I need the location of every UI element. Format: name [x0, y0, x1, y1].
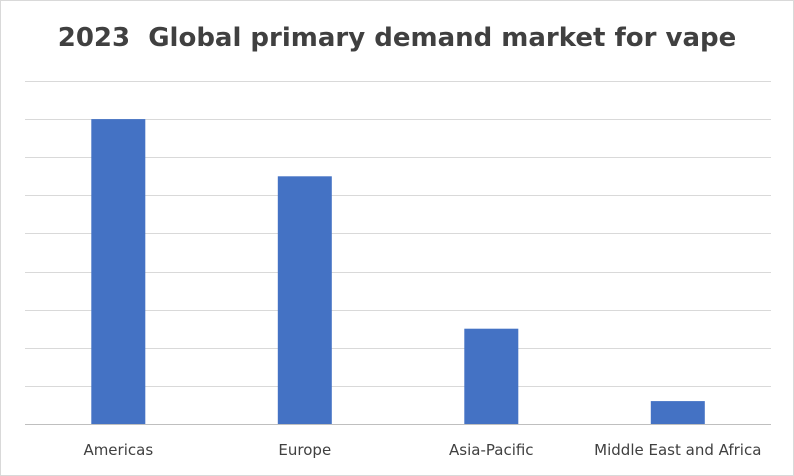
x-tick-label: Middle East and Africa	[594, 441, 761, 459]
bar-asia-pacific	[464, 328, 519, 424]
bar-americas	[91, 119, 146, 424]
x-tick-label: Europe	[278, 441, 331, 459]
bar-europe	[277, 176, 332, 424]
x-tick-label: Americas	[83, 441, 153, 459]
chart-title: 2023 Global primary demand market for va…	[57, 23, 737, 53]
x-tick-label: Asia-Pacific	[449, 441, 534, 459]
bar-middle-east-and-africa	[650, 401, 705, 424]
